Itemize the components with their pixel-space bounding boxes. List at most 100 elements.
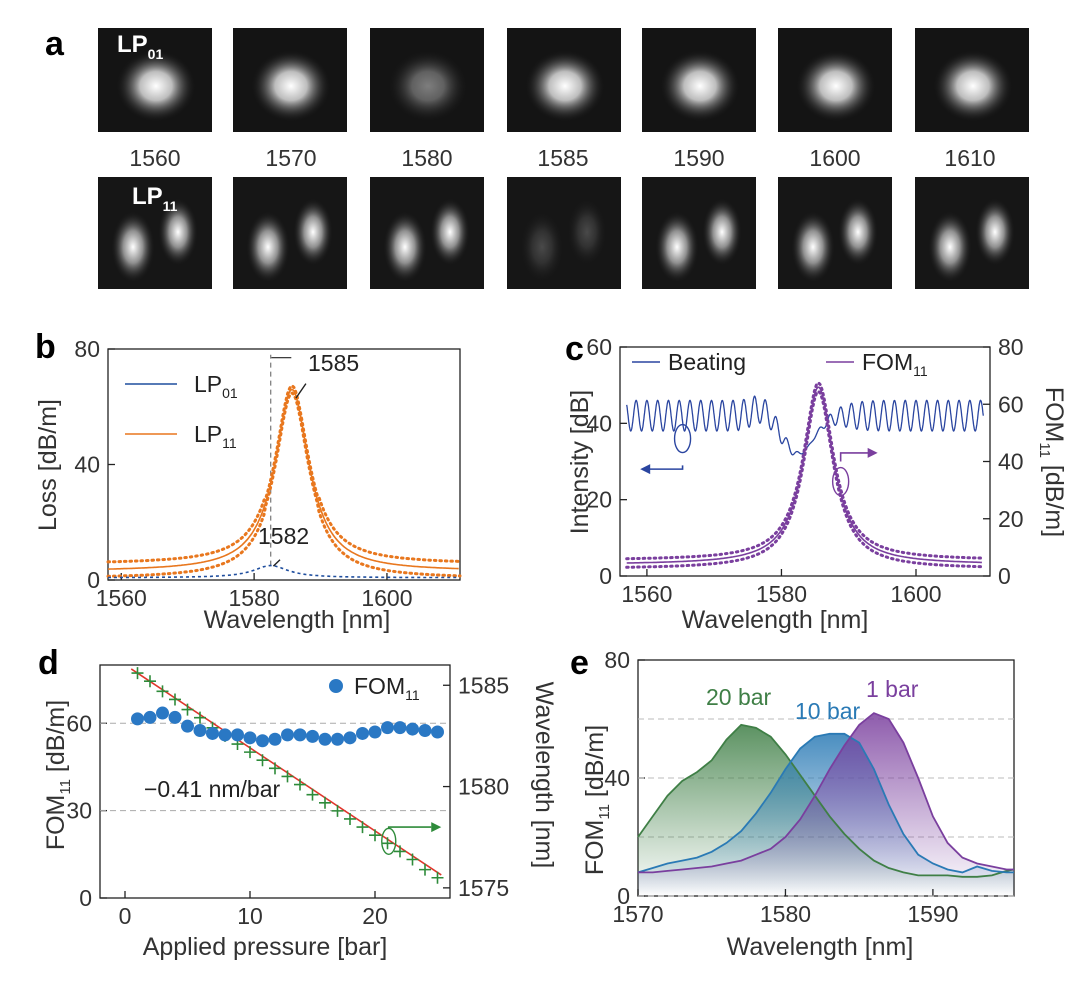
y2-tick-label: 1580 xyxy=(458,774,509,800)
lp11-mode-image xyxy=(233,177,347,289)
panel-b-letter: b xyxy=(35,328,56,366)
y2-tick-label: 40 xyxy=(998,449,1024,475)
panel-e-ylabel: FOM11 [dB/m] xyxy=(581,725,613,875)
lp11-mode-image xyxy=(98,177,212,289)
lp01-mode-image xyxy=(370,28,484,132)
wavelength-point xyxy=(181,703,194,716)
y2-tick-label: 60 xyxy=(998,391,1024,417)
y-tick-label: 40 xyxy=(604,765,630,791)
legend-fom-dot xyxy=(329,679,343,693)
legend-beating-label: Beating xyxy=(668,349,746,375)
mode-spot xyxy=(388,50,468,122)
mode-lobe-right xyxy=(975,198,1015,266)
fom-point xyxy=(418,724,432,738)
fom-point xyxy=(218,728,232,742)
y-tick-label: 0 xyxy=(617,883,630,909)
legend-lp11-label: LP11 xyxy=(194,421,237,451)
mode-spot xyxy=(251,50,331,122)
wavelength-point xyxy=(169,693,181,706)
lp01-line xyxy=(108,564,459,579)
panel-c-letter: c xyxy=(565,330,584,368)
panel-c-xlabel: Wavelength [nm] xyxy=(682,606,869,634)
wavelength-point xyxy=(256,754,269,767)
mode-spot xyxy=(660,50,740,122)
lp01-mode-image xyxy=(915,28,1029,132)
legend-fom-label: FOM11 xyxy=(354,673,420,703)
fom-point xyxy=(268,732,282,746)
lp01-mode-image xyxy=(233,28,347,132)
mode-spot xyxy=(525,50,605,122)
mode-lobe-left xyxy=(383,211,427,283)
wavelength-point xyxy=(269,762,281,775)
axis-indicator-arrow xyxy=(839,452,871,462)
fom-point xyxy=(381,721,394,735)
wavelength-point xyxy=(306,788,319,801)
lp01-mode-image xyxy=(98,28,212,132)
fom-point xyxy=(356,726,369,740)
fom-point xyxy=(318,732,332,746)
wavelength-point xyxy=(356,821,369,834)
lp01-mode-image xyxy=(507,28,621,132)
fom-point xyxy=(143,710,157,724)
panel-c-plot: 1560 1580 1600 0 20 40 60 0 20 40 60 80 xyxy=(586,334,1023,607)
series-line xyxy=(638,712,1014,874)
fom-point xyxy=(256,734,269,748)
panel-b: b 1560 1580 1600 0 40 80 Wavelength [nm] Loss… xyxy=(34,328,462,634)
annotation-arrow xyxy=(295,383,307,399)
panel-c-ylabel: Intensity [dB] xyxy=(566,390,594,535)
panel-b-plot: 1560 1580 1600 0 40 80 xyxy=(74,336,462,611)
x-tick-label: 1600 xyxy=(361,585,412,611)
wavelength-point xyxy=(294,778,306,791)
axis-indicator-arrow xyxy=(645,465,684,470)
fom-point xyxy=(343,731,357,745)
fom-point xyxy=(231,728,244,742)
panel-a: a LP01 LP11 1560 1570 1580 1585 1590 1600 1610 xyxy=(45,25,1029,289)
x-tick-label: 1560 xyxy=(96,585,147,611)
wavelength-label: 1570 xyxy=(265,145,316,171)
fom-point xyxy=(243,731,257,745)
wavelength-label: 1580 xyxy=(401,145,452,171)
fom-point xyxy=(206,726,219,740)
panel-e-plot: 1570 1580 1590 0 40 80 xyxy=(604,647,1015,927)
y-tick-label: 60 xyxy=(66,710,92,736)
mode-lobe-left xyxy=(111,211,155,283)
wavelength-point xyxy=(281,770,294,783)
y-tick-label: 40 xyxy=(586,410,612,436)
arrow-head xyxy=(640,464,651,475)
wavelength-point xyxy=(406,853,419,866)
fom-point xyxy=(431,725,444,739)
axis-indicator-circle xyxy=(673,423,692,454)
label-1-bar: 1 bar xyxy=(866,676,919,702)
x-tick-label: 20 xyxy=(362,903,388,929)
legend-lp01-label: LP01 xyxy=(194,371,238,401)
fom-point xyxy=(331,732,344,746)
fom-point xyxy=(393,721,407,735)
x-tick-label: 1600 xyxy=(890,581,941,607)
wavelength-point xyxy=(419,863,431,876)
panel-d-ylabel: FOM11 [dB/m] xyxy=(42,700,74,850)
annotation-1582: 1582 xyxy=(258,523,309,549)
axis-indicator-arrow xyxy=(387,826,432,830)
x-tick-label: 1590 xyxy=(907,901,958,927)
fom-point xyxy=(168,710,182,724)
panel-d-ylabel2: Wavelength [nm] xyxy=(530,682,558,869)
fom-point xyxy=(131,712,144,726)
plot-frame xyxy=(99,664,451,899)
fit-line xyxy=(130,668,442,876)
wavelength-label: 1590 xyxy=(673,145,724,171)
wavelength-point xyxy=(131,667,144,680)
arrow-head xyxy=(431,822,442,833)
series-line xyxy=(637,732,1014,874)
mode-lobe-left xyxy=(520,211,564,283)
wavelength-point xyxy=(344,812,356,825)
lp01-label: LP01 xyxy=(117,31,163,62)
fom-fit-line xyxy=(626,386,982,564)
annotation-arrow xyxy=(272,559,281,567)
wavelength-point xyxy=(394,845,406,858)
wavelength-label: 1585 xyxy=(537,145,588,171)
panel-e-letter: e xyxy=(570,644,589,682)
panel-c-ylabel2: FOM11 [dB/m] xyxy=(1036,387,1068,537)
x-tick-label: 1580 xyxy=(760,901,811,927)
y-tick-label: 20 xyxy=(586,487,612,513)
